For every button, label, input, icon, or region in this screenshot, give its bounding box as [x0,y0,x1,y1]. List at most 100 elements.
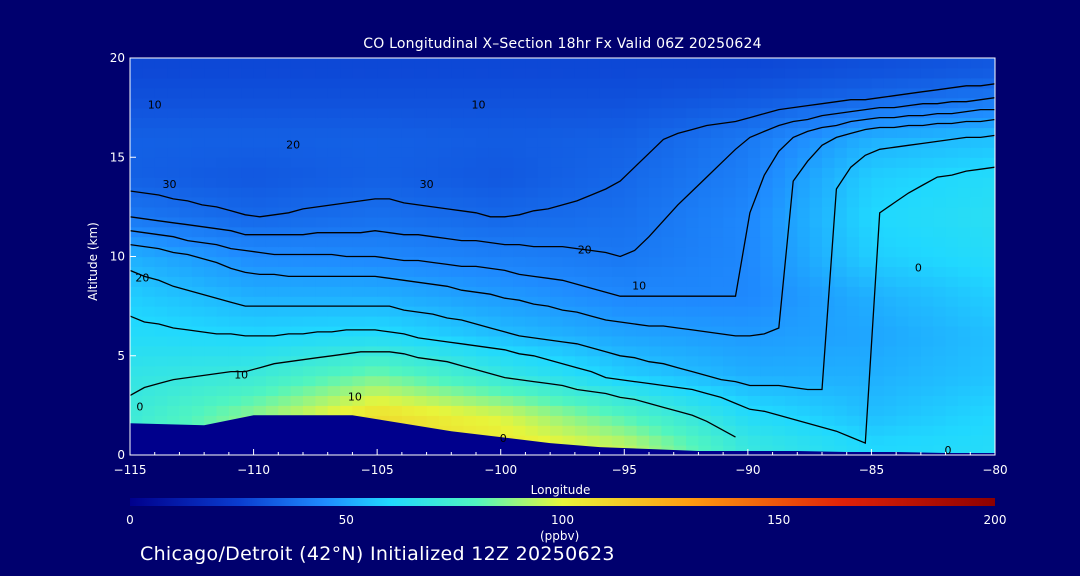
heatmap-cell [389,236,403,248]
heatmap-cell [574,97,588,109]
heatmap-cell [167,306,181,317]
heatmap-cell [920,266,934,277]
heatmap-cell [723,335,737,347]
heatmap-cell [513,365,527,377]
heatmap-cell [154,167,168,178]
heatmap-cell [747,87,761,99]
heatmap-cell [574,345,588,357]
heatmap-cell [945,236,959,248]
heatmap-cell [834,77,848,89]
heatmap-cell [463,425,477,436]
heatmap-cell [438,187,452,198]
heatmap-cell [760,157,774,168]
heatmap-cell [265,385,279,396]
heatmap-cell [550,216,564,228]
heatmap-cell [500,177,514,188]
heatmap-cell [599,365,613,377]
heatmap-cell [241,236,255,248]
heatmap-cell [241,67,255,79]
heatmap-cell [834,226,848,238]
heatmap-cell [698,167,712,178]
heatmap-cell [364,276,378,287]
heatmap-cell [154,226,168,238]
heatmap-cell [315,196,329,208]
heatmap-cell [550,77,564,89]
heatmap-cell [846,286,860,297]
heatmap-cell [290,316,304,327]
heatmap-cell [204,67,218,79]
heatmap-cell [401,167,415,178]
heatmap-cell [908,127,922,138]
heatmap-cell [265,395,279,406]
heatmap-cell [303,345,316,357]
heatmap-cell [982,236,995,248]
heatmap-cell [970,187,984,198]
heatmap-cell [401,127,415,138]
heatmap-cell [364,236,378,248]
heatmap-cell [883,365,897,377]
heatmap-cell [587,137,601,148]
heatmap-cell [649,177,662,188]
heatmap-cell [488,246,502,258]
heatmap-cell [698,147,712,158]
heatmap-cell [883,355,897,367]
heatmap-cell [488,256,502,267]
heatmap-cell [525,147,539,158]
heatmap-cell [216,117,230,129]
heatmap-cell [784,385,798,396]
heatmap-cell [735,345,749,357]
heatmap-cell [735,415,749,426]
heatmap-cell [550,405,564,416]
heatmap-cell [241,226,255,238]
heatmap-cell [525,137,539,148]
heatmap-cell [167,137,181,148]
heatmap-cell [389,385,403,396]
heatmap-cell [130,58,143,69]
heatmap-cell [340,58,354,69]
heatmap-cell [574,177,588,188]
heatmap-cell [352,395,366,406]
heatmap-cell [513,266,527,277]
heatmap-cell [649,246,662,258]
heatmap-cell [290,286,304,297]
heatmap-cell [253,216,267,228]
heatmap-cell [673,97,687,109]
heatmap-cell [537,117,551,129]
heatmap-cell [883,206,897,218]
heatmap-cell [253,405,267,416]
heatmap-cell [784,157,798,168]
heatmap-cell [327,147,341,158]
heatmap-cell [747,435,761,446]
heatmap-cell [772,97,786,109]
heatmap-cell [364,137,378,148]
heatmap-cell [463,365,477,377]
heatmap-cell [179,365,193,377]
contour-line [130,134,995,391]
heatmap-cell [574,335,588,347]
heatmap-cell [747,296,761,307]
heatmap-cell [488,187,502,198]
heatmap-cell [401,137,415,148]
heatmap-cell [463,395,477,406]
heatmap-cell [525,177,539,188]
heatmap-cell [537,425,551,436]
heatmap-cell [290,177,304,188]
heatmap-cell [241,316,255,327]
heatmap-cell [970,127,984,138]
heatmap-cell [364,58,378,69]
heatmap-cell [797,67,811,79]
heatmap-cell [513,385,527,396]
heatmap-cell [723,157,737,168]
heatmap-cell [513,58,527,69]
heatmap-cell [228,87,242,99]
heatmap-cell [550,97,564,109]
heatmap-cell [611,226,625,238]
heatmap-cell [525,405,539,416]
heatmap-cell [525,58,539,69]
heatmap-cell [908,306,922,317]
heatmap-cell [710,286,724,297]
heatmap-cell [574,206,588,218]
heatmap-cell [414,196,428,208]
heatmap-cell [142,97,156,109]
